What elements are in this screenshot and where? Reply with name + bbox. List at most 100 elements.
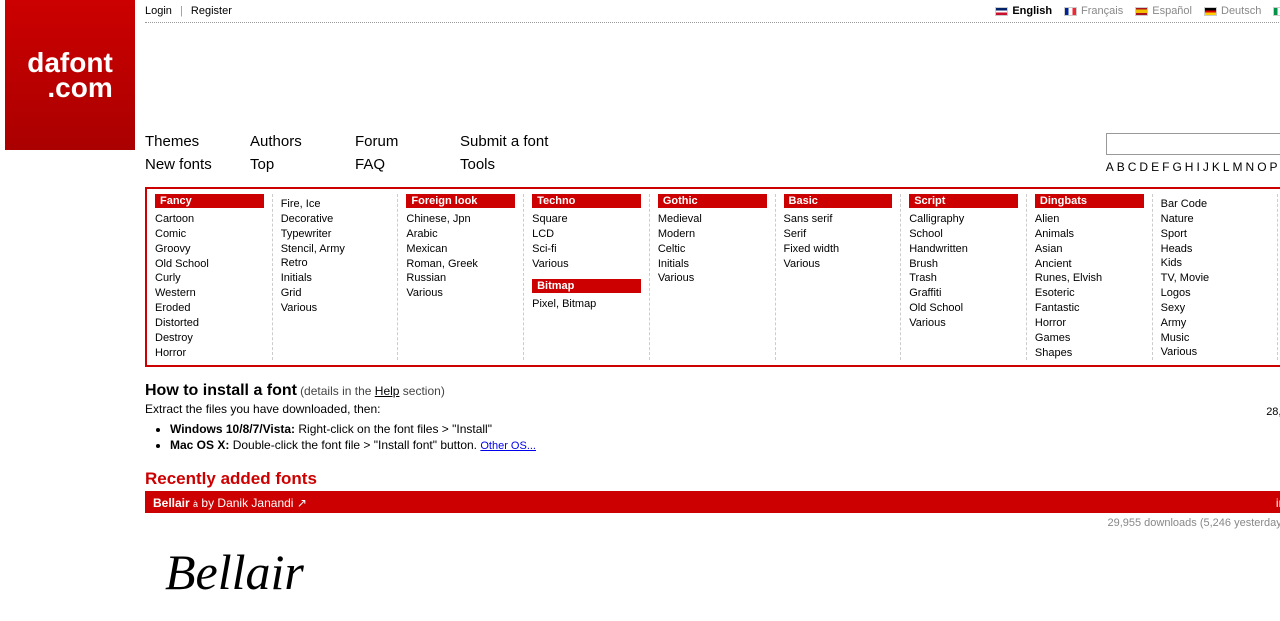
category-link[interactable]: Fire, Ice <box>281 197 390 212</box>
category-link[interactable]: Various <box>784 257 893 272</box>
category-link[interactable]: Curly <box>155 271 264 286</box>
category-link[interactable]: Sans serif <box>784 212 893 227</box>
category-link[interactable]: Medieval <box>658 212 767 227</box>
menu-tools[interactable]: Tools <box>460 156 530 173</box>
category-link[interactable]: Kids <box>1161 256 1270 271</box>
category-link[interactable]: Celtic <box>658 242 767 257</box>
category-link[interactable]: Shapes <box>1035 346 1144 361</box>
menu-faq[interactable]: FAQ <box>355 156 425 173</box>
category-link[interactable]: Horror <box>1035 316 1144 331</box>
category-link[interactable]: Various <box>532 257 641 272</box>
alpha-K[interactable]: K <box>1212 160 1223 174</box>
category-link[interactable]: Sci-fi <box>532 242 641 257</box>
menu-new-fonts[interactable]: New fonts <box>145 156 215 173</box>
category-link[interactable]: Brush <box>909 257 1018 272</box>
alpha-E[interactable]: E <box>1151 160 1162 174</box>
category-link[interactable]: Decorative <box>281 212 390 227</box>
category-link[interactable]: Esoteric <box>1035 286 1144 301</box>
category-link[interactable]: Initials <box>281 271 390 286</box>
lang-italiano[interactable]: Italiano <box>1273 5 1280 17</box>
category-link[interactable]: Various <box>658 271 767 286</box>
other-os-link[interactable]: Other OS... <box>480 440 536 452</box>
logo[interactable]: dafont.com <box>5 0 135 150</box>
category-link[interactable]: Western <box>155 286 264 301</box>
category-link[interactable]: Typewriter <box>281 227 390 242</box>
alpha-A[interactable]: A <box>1106 160 1117 174</box>
font-author-link[interactable]: Danik Janandi <box>217 496 293 510</box>
alpha-O[interactable]: O <box>1257 160 1269 174</box>
category-link[interactable]: Various <box>909 316 1018 331</box>
category-link[interactable]: Serif <box>784 227 893 242</box>
category-link[interactable]: Retro <box>281 256 390 271</box>
category-link[interactable]: Horror <box>155 346 264 361</box>
category-link[interactable]: Heads <box>1161 242 1270 257</box>
category-link[interactable]: Handwritten <box>909 242 1018 257</box>
category-link[interactable]: Games <box>1035 331 1144 346</box>
help-link[interactable]: Help <box>375 384 400 398</box>
category-link[interactable]: Fantastic <box>1035 301 1144 316</box>
alpha-D[interactable]: D <box>1139 160 1151 174</box>
alpha-P[interactable]: P <box>1270 160 1280 174</box>
menu-submit-a-font[interactable]: Submit a font <box>460 133 570 150</box>
category-header[interactable]: Script <box>909 194 1018 208</box>
alpha-J[interactable]: J <box>1203 160 1212 174</box>
category-link[interactable]: Alien <box>1035 212 1144 227</box>
category-link[interactable]: Sexy <box>1161 301 1270 316</box>
category-link[interactable]: Old School <box>155 257 264 272</box>
category-link[interactable]: TV, Movie <box>1161 271 1270 286</box>
category-link[interactable]: Old School <box>909 301 1018 316</box>
category-link[interactable]: Eroded <box>155 301 264 316</box>
menu-top[interactable]: Top <box>250 156 320 173</box>
category-link[interactable]: Various <box>1161 345 1270 360</box>
register-link[interactable]: Register <box>191 5 232 17</box>
category-link[interactable]: Graffiti <box>909 286 1018 301</box>
menu-themes[interactable]: Themes <box>145 133 215 150</box>
category-header[interactable]: Techno <box>532 194 641 208</box>
category-link[interactable]: Cartoon <box>155 212 264 227</box>
category-link[interactable]: Initials <box>658 257 767 272</box>
category-link[interactable]: Chinese, Jpn <box>406 212 515 227</box>
font-name-link[interactable]: Bellair <box>153 496 190 510</box>
category-link[interactable]: Grid <box>281 286 390 301</box>
category-link[interactable]: Nature <box>1161 212 1270 227</box>
category-link[interactable]: Mexican <box>406 242 515 257</box>
alpha-H[interactable]: H <box>1185 160 1197 174</box>
font-preview[interactable]: Bellair <box>145 543 304 601</box>
alpha-index[interactable]: ABCDEFGHIJKLMNOPQRSTUVWXYZ# <box>1106 160 1280 174</box>
category-link[interactable]: Trash <box>909 271 1018 286</box>
alpha-G[interactable]: G <box>1172 160 1184 174</box>
category-link[interactable]: Pixel, Bitmap <box>532 297 641 312</box>
category-link[interactable]: Modern <box>658 227 767 242</box>
category-link[interactable]: Arabic <box>406 227 515 242</box>
category-link[interactable]: Various <box>406 286 515 301</box>
category-header[interactable]: Gothic <box>658 194 767 208</box>
category-link[interactable]: Army <box>1161 316 1270 331</box>
category-link[interactable]: Ancient <box>1035 257 1144 272</box>
alpha-B[interactable]: B <box>1117 160 1128 174</box>
alpha-F[interactable]: F <box>1162 160 1172 174</box>
category-link[interactable]: Various <box>281 301 390 316</box>
category-link[interactable]: LCD <box>532 227 641 242</box>
category-header[interactable]: Fancy <box>155 194 264 208</box>
category-link[interactable]: Asian <box>1035 242 1144 257</box>
category-header[interactable]: Foreign look <box>406 194 515 208</box>
category-link[interactable]: School <box>909 227 1018 242</box>
alpha-N[interactable]: N <box>1246 160 1258 174</box>
lang-english[interactable]: English <box>995 5 1052 17</box>
category-header[interactable]: Dingbats <box>1035 194 1144 208</box>
category-link[interactable]: Roman, Greek <box>406 257 515 272</box>
lang-español[interactable]: Español <box>1135 5 1192 17</box>
category-link[interactable]: Fixed width <box>784 242 893 257</box>
category-link[interactable]: Destroy <box>155 331 264 346</box>
alpha-C[interactable]: C <box>1128 160 1140 174</box>
menu-authors[interactable]: Authors <box>250 133 320 150</box>
category-link[interactable]: Russian <box>406 271 515 286</box>
category-link[interactable]: Square <box>532 212 641 227</box>
category-link[interactable]: Comic <box>155 227 264 242</box>
category-link[interactable]: Runes, Elvish <box>1035 271 1144 286</box>
category-link[interactable]: Distorted <box>155 316 264 331</box>
alpha-M[interactable]: M <box>1233 160 1246 174</box>
category-link[interactable]: Groovy <box>155 242 264 257</box>
category-link[interactable]: Animals <box>1035 227 1144 242</box>
category-link[interactable]: Calligraphy <box>909 212 1018 227</box>
